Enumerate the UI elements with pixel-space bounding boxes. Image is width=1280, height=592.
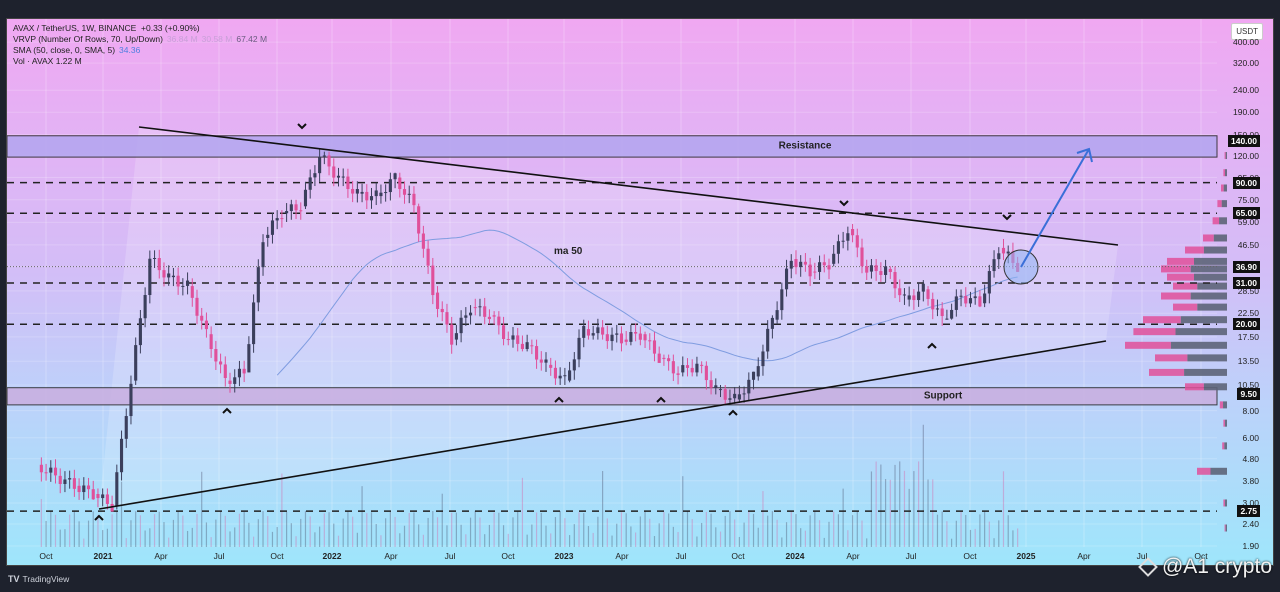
time-tick: Jul [905,551,917,561]
price-tick: 6.00 [1242,432,1259,443]
price-tick: 17.50 [1237,331,1259,342]
level-tag[interactable]: 9.50 [1237,388,1260,401]
price-tick: 13.50 [1237,356,1259,367]
time-tick: Jul [675,551,687,561]
time-tick: Apr [1077,551,1091,561]
price-tick: 120.00 [1233,150,1259,161]
legend-vrvp-row[interactable]: VRVP (Number Of Rows, 70, Up/Down) 36.84 … [13,34,267,45]
price-tick: 59.00 [1237,217,1259,228]
vrvp-down-volume: 30.58 M [201,34,233,44]
pivot-markers [94,123,1012,521]
legend-symbol-row[interactable]: AVAX / TetherUS, 1W, BINANCE +0.33 (+0.9… [13,23,267,34]
time-tick: Jul [213,551,225,561]
volume-value: 1.22 M [55,56,82,66]
chart-frame[interactable]: AVAX / TetherUS, 1W, BINANCE +0.33 (+0.9… [6,18,1274,566]
vrvp-info: VRVP (Number Of Rows, 70, Up/Down) [13,34,163,44]
time-tick: Apr [154,551,168,561]
time-tick: Apr [384,551,398,561]
ma-50-label: ma 50 [554,246,583,257]
time-tick: 2021 [93,551,113,561]
time-tick: Oct [963,551,977,561]
price-change: +0.33 (+0.90%) [141,23,200,33]
price-tick: 240.00 [1233,85,1259,96]
time-tick: 2024 [785,551,805,561]
watermark-text: @A1 crypto [1161,555,1272,578]
currency-badge[interactable]: USDT [1231,23,1263,40]
volume-info: Vol · AVAX [13,56,54,66]
level-tag[interactable]: 20.00 [1232,318,1260,331]
level-tag[interactable]: 31.00 [1232,277,1260,289]
indicator-legend: AVAX / TetherUS, 1W, BINANCE +0.33 (+0.9… [13,23,267,67]
support-zone-label: Support [923,390,963,402]
price-tick: 190.00 [1233,107,1259,118]
level-tag[interactable]: 2.75 [1237,505,1260,518]
tradingview-name: TradingView [22,574,70,584]
volume-bars [40,424,1019,547]
price-tick: 28.50 [1237,285,1259,296]
level-tag[interactable]: 36.90 [1232,260,1260,273]
resistance-zone-label: Resistance [778,140,832,152]
price-tick: 400.00 [1233,37,1259,48]
time-tick: Oct [501,551,515,561]
price-tick: 3.00 [1242,497,1259,508]
tradingview-mark-icon: TV [8,574,20,584]
time-tick: Oct [270,551,284,561]
time-tick: Oct [39,551,53,561]
trendlines[interactable] [98,126,1119,510]
time-tick: 2022 [322,551,342,561]
price-tick: 75.00 [1237,194,1259,205]
vrvp-up-volume: 36.84 M [166,34,198,44]
volume-profile [1125,152,1227,532]
sma-info: SMA (50, close, 0, SMA, 5) [13,45,116,55]
price-tick: 10.50 [1237,379,1259,390]
horizontal-levels [7,181,1217,512]
price-tick: 22.50 [1237,308,1259,319]
candlesticks [39,149,1020,512]
time-tick: Jul [444,551,456,561]
level-tag[interactable]: 90.00 [1232,176,1260,189]
legend-volume-row[interactable]: Vol · AVAX 1.22 M [13,56,267,67]
grid-lines [7,19,1217,547]
binance-diamond-icon [1138,557,1158,577]
time-tick: Oct [1194,551,1208,561]
price-tick: 3.80 [1242,475,1259,486]
watermark: @A1 crypto [1138,555,1272,579]
sma-value: 34.36 [119,45,141,55]
price-tick: 320.00 [1233,58,1259,69]
triangle-pattern-fill [99,127,1118,509]
price-zones [7,135,1218,406]
price-tick: 46.50 [1237,239,1259,250]
projection-annotation[interactable] [1003,147,1093,285]
symbol-info: AVAX / TetherUS, 1W, BINANCE [13,23,137,33]
price-tick: 2.40 [1242,518,1259,529]
time-tick: Oct [731,551,745,561]
time-tick: 2023 [554,551,574,561]
time-tick: Jul [1136,551,1148,561]
time-tick: Apr [846,551,860,561]
time-tick: Apr [615,551,629,561]
price-tick: 150.00 [1233,130,1259,140]
vrvp-total-volume: 67.42 M [236,34,268,44]
tradingview-logo[interactable]: TV TradingView [8,574,69,584]
price-tick: 4.80 [1242,453,1259,464]
level-tag[interactable]: 140.00 [1228,135,1260,147]
level-tag[interactable]: 65.00 [1232,207,1260,220]
price-tick: 8.00 [1242,405,1259,416]
sma-50-line [276,229,1018,376]
legend-sma-row[interactable]: SMA (50, close, 0, SMA, 5) 34.36 [13,45,267,56]
price-chart[interactable] [7,19,1274,566]
time-tick: 2025 [1016,551,1036,561]
price-tick: 1.90 [1242,541,1259,551]
